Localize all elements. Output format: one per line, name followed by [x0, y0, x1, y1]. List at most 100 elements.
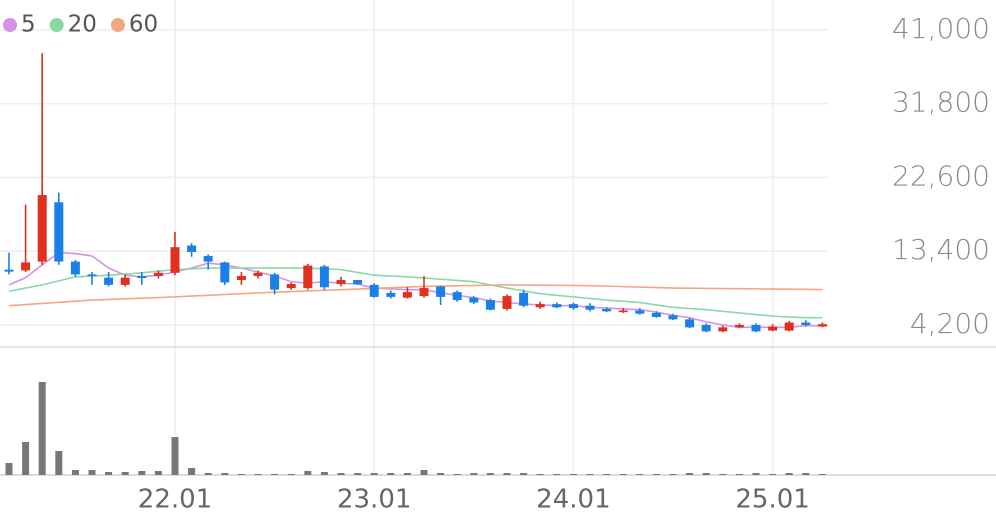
candle-body — [236, 276, 246, 281]
candle-body — [353, 280, 363, 285]
volume-bar — [553, 474, 561, 475]
candle-body — [485, 300, 495, 310]
x-tick-label: 24.01 — [536, 485, 610, 515]
candle-body — [817, 324, 827, 327]
volume-bar — [22, 442, 30, 475]
candle-body — [203, 255, 213, 262]
volume-bar — [802, 473, 810, 475]
candle-body — [535, 304, 545, 308]
candle-body — [170, 247, 180, 273]
candle-body — [369, 284, 379, 297]
candle-body — [635, 310, 645, 314]
candle-body — [436, 286, 446, 297]
legend-swatch — [3, 18, 17, 32]
legend-label: 5 — [21, 12, 36, 38]
volume-bar — [719, 474, 727, 475]
volume-bar — [486, 473, 494, 475]
candle-body — [734, 324, 744, 328]
candle-body — [319, 266, 329, 288]
volume-bar — [586, 474, 594, 475]
candle-body — [386, 292, 396, 297]
volume-bar — [88, 470, 96, 475]
legend-label: 60 — [129, 12, 158, 38]
volume-bar — [769, 474, 777, 475]
ma-line — [8, 251, 823, 329]
candle-body — [87, 274, 97, 277]
volume-bar — [437, 473, 445, 475]
candle-body — [153, 272, 163, 277]
volume-bar — [320, 472, 328, 475]
volume-bar — [221, 473, 229, 475]
volume-bar — [370, 473, 378, 475]
candle-body — [651, 312, 661, 317]
volume-bar — [237, 474, 245, 475]
candle-body — [104, 277, 114, 285]
volume-bar — [387, 473, 395, 475]
volume-bar — [818, 474, 826, 475]
volume-bar — [536, 474, 544, 475]
ma-line — [8, 267, 823, 319]
volume-bar — [503, 473, 511, 475]
volume-bar — [470, 473, 478, 475]
candle-body — [120, 277, 130, 285]
candle-body — [519, 292, 529, 306]
candle-body — [751, 324, 761, 332]
volume-bar — [121, 472, 129, 475]
volume-bar — [138, 471, 146, 475]
x-tick-label: 22.01 — [138, 485, 212, 515]
y-tick-label: 41,000 — [892, 12, 990, 45]
ma-line — [8, 284, 823, 307]
volume-bar — [304, 471, 312, 475]
y-tick-label: 22,600 — [892, 159, 990, 192]
volume-bar — [453, 474, 461, 475]
volume-bar — [71, 470, 79, 475]
candle-body — [552, 304, 562, 308]
volume-bar — [603, 474, 611, 475]
candle-body — [70, 261, 80, 275]
candle-body — [701, 324, 711, 332]
volume-bar — [702, 473, 710, 475]
volume-bar — [271, 474, 279, 475]
y-tick-label: 31,800 — [892, 86, 990, 119]
candle-body — [137, 276, 147, 279]
candle-body — [303, 265, 313, 289]
candle-body — [21, 262, 31, 271]
volume-bar — [38, 382, 46, 475]
candle-body — [469, 297, 479, 303]
candle-body — [336, 280, 346, 285]
legend-swatch — [49, 18, 64, 32]
volume-bar — [171, 437, 179, 475]
candle-body — [768, 326, 778, 331]
legend-swatch — [110, 18, 125, 32]
volume-bar — [337, 473, 345, 475]
volume-bar — [569, 474, 577, 475]
candle-body — [253, 272, 263, 277]
volume-bar — [5, 463, 13, 475]
volume-bar — [669, 474, 677, 475]
candle-body — [419, 288, 429, 297]
candle-body — [286, 284, 296, 289]
candle-body — [4, 269, 14, 272]
volume-bar — [105, 472, 113, 475]
candle-body — [187, 245, 197, 252]
volume-bar — [354, 473, 362, 475]
volume-bar — [403, 473, 411, 475]
volume-bar — [752, 473, 760, 475]
candle-body — [568, 304, 578, 309]
candle-body — [54, 202, 64, 262]
volume-bar — [420, 470, 428, 475]
candle-body — [668, 315, 678, 320]
x-tick-label: 23.01 — [337, 485, 411, 515]
volume-bar — [636, 474, 644, 475]
volume-bar — [154, 471, 162, 475]
candle-body — [402, 292, 412, 298]
volume-bar — [652, 474, 660, 475]
candle-body — [220, 262, 230, 283]
y-tick-label: 13,400 — [892, 233, 990, 266]
volume-bar — [204, 473, 212, 475]
x-tick-label: 25.01 — [735, 485, 809, 515]
candle-body — [718, 327, 728, 332]
volume-bar — [55, 451, 63, 475]
volume-bar — [735, 474, 743, 475]
